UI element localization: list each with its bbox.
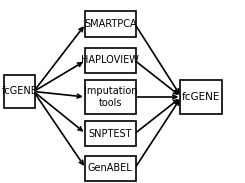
FancyBboxPatch shape <box>4 75 35 108</box>
Text: HAPLOVIEW: HAPLOVIEW <box>81 55 139 65</box>
FancyBboxPatch shape <box>85 121 136 146</box>
Text: fcGENE: fcGENE <box>2 87 37 96</box>
Text: GenABEL: GenABEL <box>88 163 133 173</box>
FancyBboxPatch shape <box>85 48 136 73</box>
Text: SMARTPCA: SMARTPCA <box>84 19 136 29</box>
FancyBboxPatch shape <box>180 80 222 114</box>
Text: SNPTEST: SNPTEST <box>88 129 132 139</box>
Text: fcGENE: fcGENE <box>182 92 220 102</box>
FancyBboxPatch shape <box>85 80 136 114</box>
FancyBboxPatch shape <box>85 156 136 181</box>
Text: Imputation
tools: Imputation tools <box>84 86 137 108</box>
FancyBboxPatch shape <box>85 11 136 37</box>
